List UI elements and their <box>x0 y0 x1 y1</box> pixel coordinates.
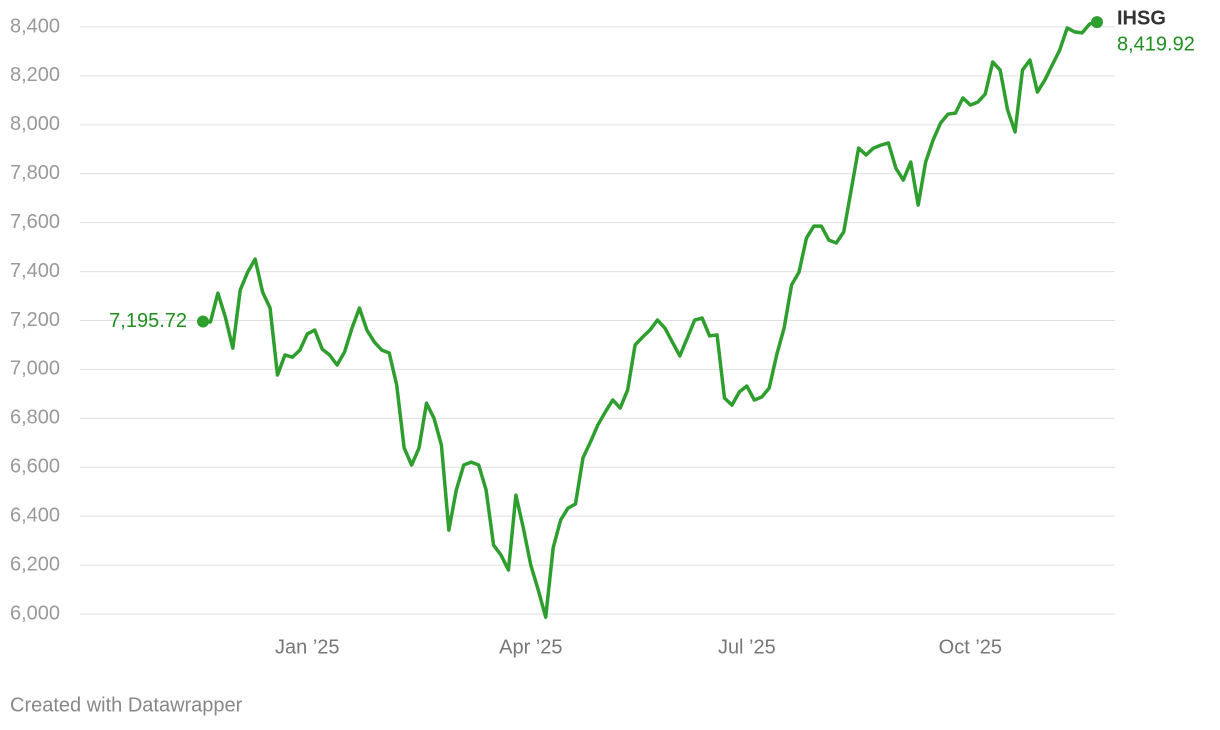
y-tick-label: 6,800 <box>10 407 60 429</box>
x-tick-label: Jan ’25 <box>275 636 340 658</box>
y-tick-label: 6,000 <box>10 602 60 624</box>
line <box>202 20 1098 619</box>
x-tick-label: Apr ’25 <box>499 636 562 658</box>
series-name: IHSG <box>1117 7 1166 29</box>
value-label: 8,419.92 <box>1117 33 1195 55</box>
end-dot <box>1091 16 1103 29</box>
value-label: 7,195.72 <box>109 310 187 332</box>
end-dot <box>197 315 209 328</box>
y-tick-label: 6,400 <box>10 504 60 526</box>
y-tick-label: 7,200 <box>10 309 60 331</box>
y-tick-label: 6,600 <box>10 456 60 478</box>
y-tick-label: 6,200 <box>10 553 60 575</box>
y-tick-label: 8,000 <box>10 113 60 135</box>
x-tick-label: Oct ’25 <box>939 636 1002 658</box>
y-tick-label: 8,400 <box>10 15 60 37</box>
y-tick-label: 7,000 <box>10 358 60 380</box>
x-tick-label: Jul ’25 <box>718 636 776 658</box>
credit: Created with Datawrapper <box>10 694 243 716</box>
y-tick-label: 7,600 <box>10 211 60 233</box>
y-tick-label: 8,200 <box>10 64 60 86</box>
y-tick-label: 7,400 <box>10 260 60 282</box>
y-tick-label: 7,800 <box>10 162 60 184</box>
